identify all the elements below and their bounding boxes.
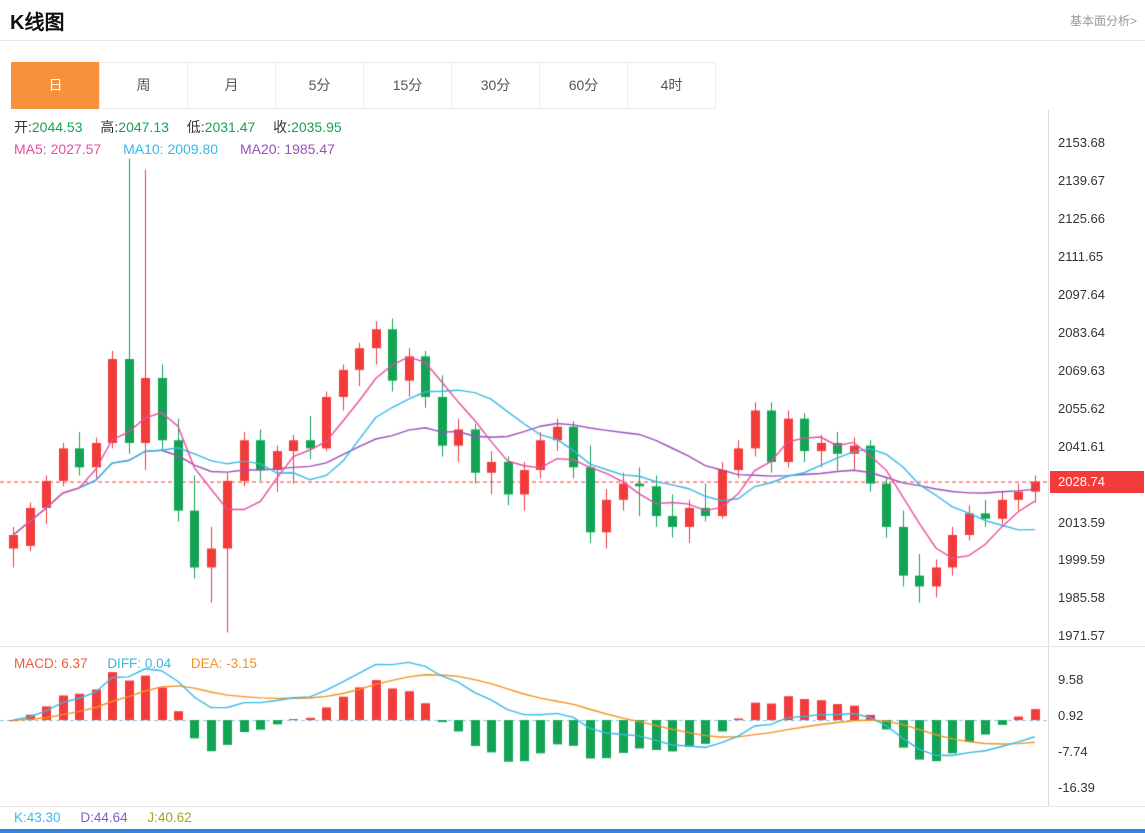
period-tab-5min[interactable]: 5分 — [275, 62, 364, 109]
ma5-label: MA5: — [14, 141, 47, 157]
high-label: 高: — [100, 119, 119, 135]
last-price-badge: 2028.74 — [1050, 470, 1144, 493]
high-readout: 高:2047.13 — [100, 119, 169, 135]
price-axis-label: 2125.66 — [1058, 211, 1105, 227]
macd-readout: MACD: 6.37 DIFF: 0.04 DEA: -3.15 — [14, 656, 273, 671]
ma20-readout: MA20: 1985.47 — [240, 141, 335, 157]
close-readout: 收:2035.95 — [273, 119, 342, 135]
k-value: 43.30 — [26, 810, 61, 825]
price-axis-label: 1985.58 — [1058, 590, 1105, 606]
diff-label: DIFF: — [107, 656, 142, 671]
price-axis-label: 2153.68 — [1058, 135, 1105, 151]
j-label: J: — [147, 810, 158, 825]
price-axis-label: 2111.65 — [1058, 249, 1104, 265]
low-label: 低: — [186, 119, 205, 135]
d-label: D: — [80, 810, 94, 825]
page-title: K线图 — [10, 12, 65, 34]
ma5-readout: MA5: 2027.57 — [14, 141, 101, 157]
k-label: K: — [14, 810, 27, 825]
open-readout: 开:2044.53 — [14, 119, 83, 135]
macd-chart-canvas[interactable] — [0, 650, 1048, 806]
k-readout: K:43.30 — [14, 810, 61, 825]
dea-label: DEA: — [190, 656, 223, 671]
candlestick-chart-canvas[interactable] — [0, 110, 1048, 646]
period-tab-week[interactable]: 周 — [99, 62, 188, 109]
macd-axis-label: -16.39 — [1058, 780, 1095, 796]
ma20-label: MA20: — [239, 141, 281, 157]
macd-value-readout: MACD: 6.37 — [14, 656, 88, 671]
macd-axis-label: -7.74 — [1058, 744, 1088, 760]
price-axis-label: 2041.61 — [1058, 438, 1105, 454]
dea-value-readout: DEA: -3.15 — [191, 656, 257, 671]
period-tab-60min[interactable]: 60分 — [539, 62, 628, 109]
close-value: 2035.95 — [291, 119, 342, 135]
low-value: 2031.47 — [204, 119, 256, 135]
price-axis-label: 1971.57 — [1058, 628, 1105, 644]
period-tab-4hour[interactable]: 4时 — [627, 62, 716, 109]
dea-value: -3.15 — [226, 656, 257, 671]
bottom-accent-bar — [0, 829, 1145, 833]
ma5-value: 2027.57 — [50, 141, 102, 157]
diff-value: 0.04 — [144, 656, 172, 671]
macd-value: 6.37 — [61, 656, 88, 671]
ma-readout: MA5: 2027.57 MA10: 2009.80 MA20: 1985.47 — [14, 141, 353, 157]
low-readout: 低:2031.47 — [187, 119, 256, 135]
ma10-readout: MA10: 2009.80 — [123, 141, 218, 157]
diff-value-readout: DIFF: 0.04 — [107, 656, 171, 671]
price-axis: 2028.74 2153.68 2139.67 2125.66 2111.65 2097… — [1049, 110, 1145, 646]
ma20-value: 1985.47 — [284, 141, 335, 157]
close-label: 收: — [273, 119, 292, 135]
open-label: 开: — [14, 119, 32, 135]
macd-bottom-divider — [0, 806, 1145, 807]
price-axis-label: 2013.59 — [1058, 514, 1105, 530]
fundamental-analysis-link[interactable]: 基本面分析> — [1069, 14, 1137, 28]
d-value: 44.64 — [93, 810, 128, 825]
kdj-readout: K:43.30 D:44.64 J:40.62 — [14, 810, 208, 825]
ma10-label: MA10: — [123, 141, 164, 157]
period-tab-month[interactable]: 月 — [187, 62, 276, 109]
header-divider — [0, 40, 1145, 41]
macd-label: MACD: — [14, 656, 58, 671]
j-readout: J:40.62 — [147, 810, 191, 825]
price-axis-label: 2083.64 — [1058, 324, 1105, 340]
axis-separator — [1048, 110, 1049, 806]
ohlc-readout: 开:2044.53 高:2047.13 低:2031.47 收:2035.95 — [14, 117, 356, 137]
price-axis-label: 2097.64 — [1058, 287, 1105, 303]
high-value: 2047.13 — [118, 119, 169, 135]
price-axis-label: 2139.67 — [1058, 173, 1105, 189]
price-axis-label: 1999.59 — [1058, 552, 1105, 568]
macd-axis-label: 0.92 — [1058, 708, 1084, 724]
macd-axis: 9.58 0.92 -7.74 -16.39 — [1049, 650, 1145, 806]
panel-divider — [0, 646, 1145, 647]
period-tabs: 日周月 5分 15分 30分 60分 4时 — [11, 62, 716, 109]
open-value: 2044.53 — [31, 119, 83, 135]
macd-axis-label: 9.58 — [1058, 672, 1084, 688]
period-tab-30min[interactable]: 30分 — [451, 62, 540, 109]
j-value: 40.62 — [157, 810, 192, 825]
ma10-value: 2009.80 — [167, 141, 219, 157]
d-readout: D:44.64 — [80, 810, 127, 825]
price-axis-label: 2055.62 — [1058, 400, 1105, 416]
period-tab-15min[interactable]: 15分 — [363, 62, 452, 109]
period-tab-day[interactable]: 日 — [11, 62, 100, 109]
price-axis-label: 2069.63 — [1058, 362, 1105, 378]
